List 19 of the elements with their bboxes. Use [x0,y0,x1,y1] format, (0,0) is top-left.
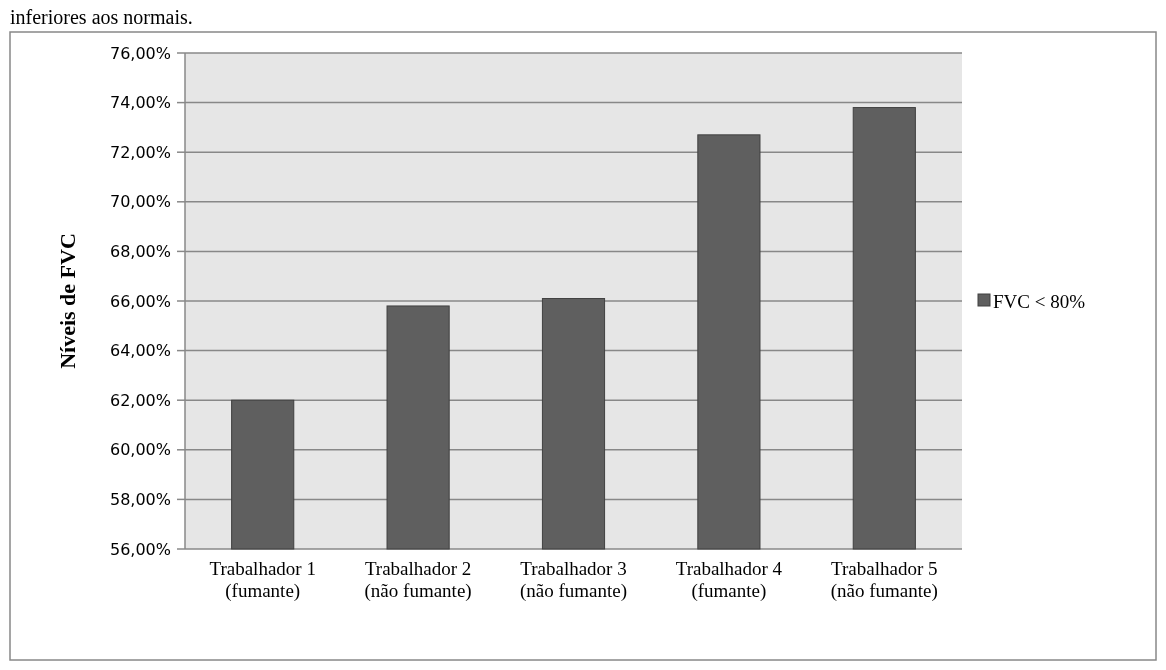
x-tick-label: Trabalhador 3 (não fumante) [519,558,628,602]
y-tick-label: 60,00% [109,440,171,460]
y-tick-label: 68,00% [109,242,171,261]
legend-label: FVC < 80% [993,290,1086,312]
y-tick-label: 66,00% [109,291,171,311]
y-tick-label: 74,00% [109,93,171,113]
y-tick-label: 58,00% [109,490,171,509]
y-tick-label: 70,00% [109,192,171,212]
y-tick-label: 76,00% [109,43,171,63]
y-axis-title: Níveis de FVC [55,233,80,369]
y-tick-label: 62,00% [109,390,171,410]
y-tick-label: 64,00% [109,341,171,361]
text: inferiores aos normais. [10,6,193,28]
x-tick-label: Trabalhador 1 (fumante) [209,558,316,602]
x-tick-label: Trabalhador 4 (fumante) [675,558,783,602]
x-tick-label: Trabalhador 2 (não fumante) [364,558,472,602]
y-tick-label: 56,00% [109,539,171,559]
x-tick-label: Trabalhador 5 (não fumante) [830,558,938,602]
y-tick-label: 72,00% [109,142,171,162]
